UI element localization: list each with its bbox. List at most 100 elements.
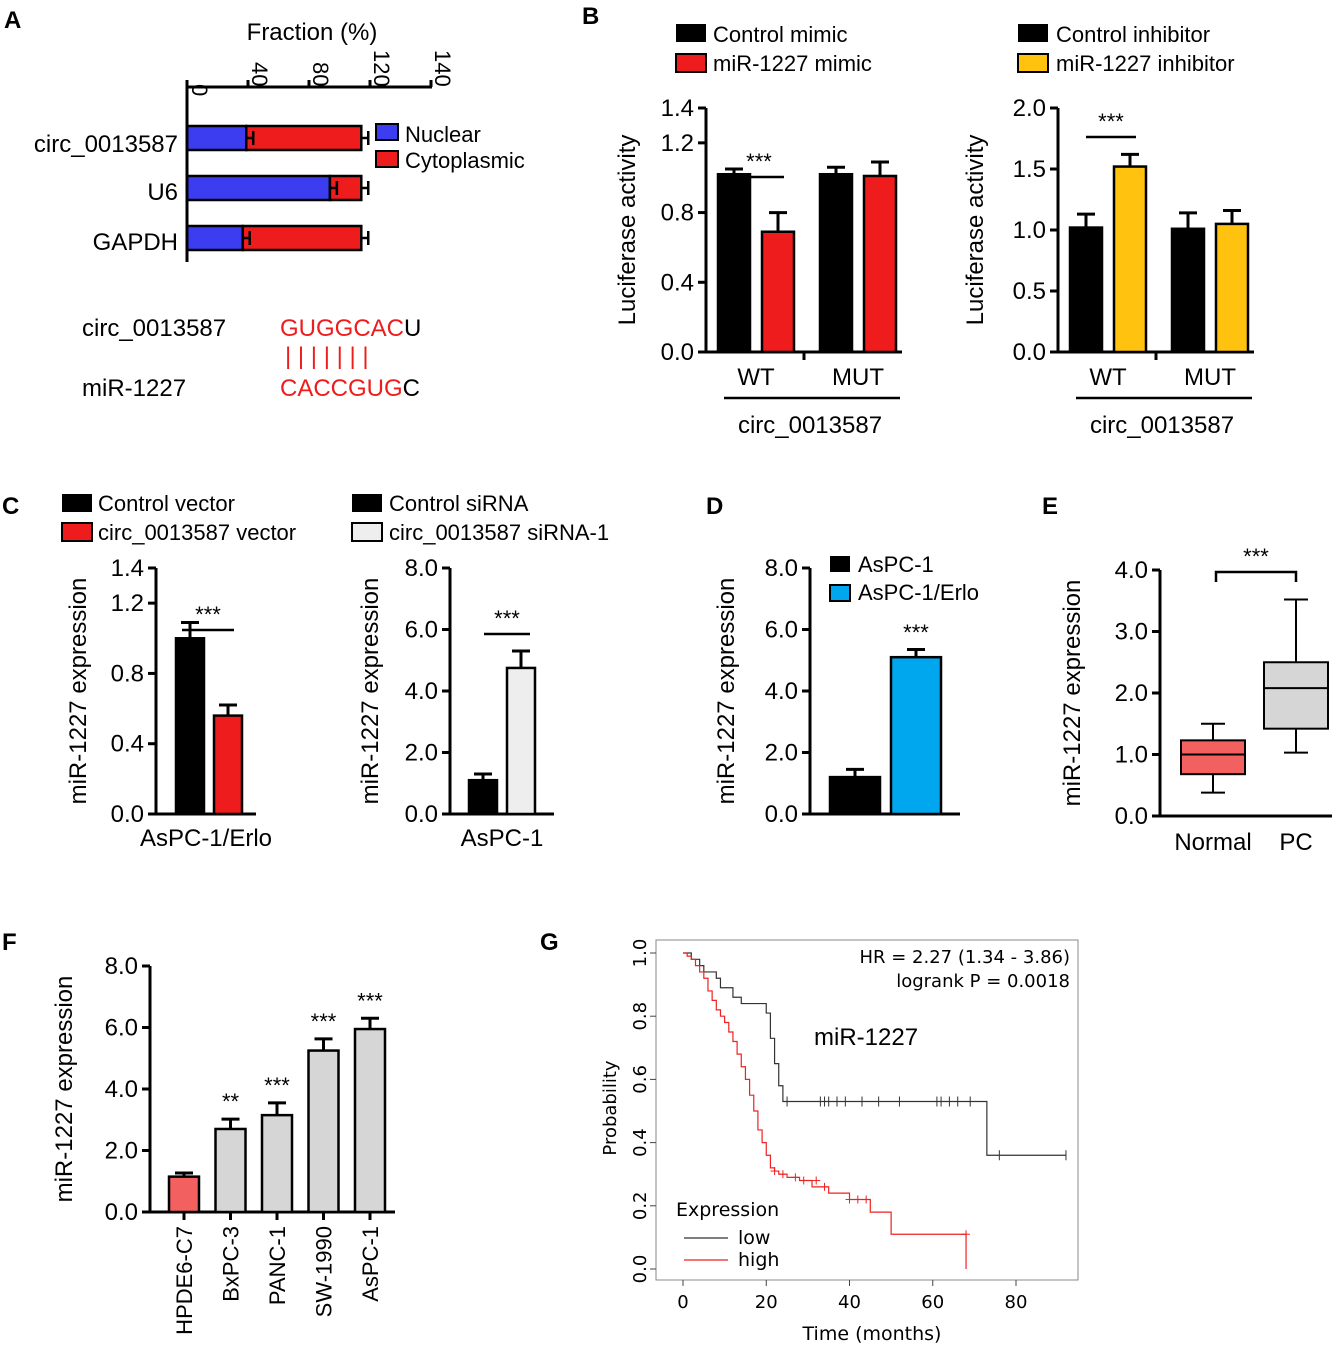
b-right-sig-label: *** — [1098, 109, 1124, 134]
panel-a-legend-nuclear: Nuclear — [405, 122, 481, 147]
panel-letter-f: F — [2, 929, 17, 956]
g-plot-frame — [655, 939, 1079, 1281]
b-left-cat-mut: MUT — [832, 364, 884, 391]
g-xtick-label-3: 60 — [921, 1292, 944, 1313]
b-legend-control-inhibitor: Control inhibitor — [1056, 22, 1210, 47]
panel-letter-c: C — [2, 493, 19, 520]
a-bar-nuclear-0 — [185, 124, 248, 152]
panel-c-legend: Control vector circ_0013587 vector Contr… — [61, 491, 609, 545]
c-right-ytick-label-1: 2.0 — [405, 740, 438, 767]
a-bar-cytoplasmic-0 — [245, 124, 363, 152]
d-legend-swatch-aspc1-erlo — [829, 584, 851, 602]
b-right-bar-mut-1 — [1214, 222, 1250, 354]
f-sig-3: *** — [311, 1009, 337, 1034]
panel-a-tick-140: 140 — [430, 50, 455, 87]
b-left-ytick-label-3: 1.2 — [661, 130, 694, 157]
g-logrank-text: logrank P = 0.0018 — [896, 971, 1070, 992]
b-legend-swatch-mir-inhibitor — [1017, 53, 1049, 73]
g-ylabel: Probability — [600, 1060, 621, 1155]
c-legend-control-vector: Control vector — [98, 491, 235, 516]
c-legend-swatch-circ-sirna — [351, 522, 383, 542]
panel-letter-g: G — [540, 929, 559, 956]
panel-a-xlabel: Fraction (%) — [247, 19, 378, 46]
panel-g-chart: HR = 2.27 (1.34 - 3.86) logrank P = 0.00… — [600, 939, 1079, 1345]
panel-letter-e: E — [1042, 493, 1058, 520]
c-right-ytick-label-0: 0.0 — [405, 801, 438, 828]
panel-b-right-chart: 0.0 0.5 1.0 1.5 2.0 Luciferase activity WT MUT c… — [962, 95, 1254, 439]
panel-letter-a: A — [4, 7, 21, 34]
panel-a-bars — [185, 124, 370, 252]
seq-mir-match: CACCGUG — [280, 375, 403, 402]
c-legend-circ-vector: circ_0013587 vector — [98, 520, 296, 545]
panel-e-chart: 0.0 1.0 2.0 3.0 4.0 miR-1227 expression Normal… — [1059, 544, 1332, 856]
f-bar-2 — [260, 1113, 294, 1214]
b-right-group-label: circ_0013587 — [1090, 412, 1234, 439]
b-left-ytick-label-0: 0.0 — [661, 339, 694, 366]
g-curve-high — [683, 952, 967, 1269]
c-right-sig-label: *** — [494, 606, 520, 631]
a-bar-cytoplasmic-2 — [241, 224, 363, 252]
b-right-ytick-label-1: 0.5 — [1013, 278, 1046, 305]
b-legend-control-mimic: Control mimic — [713, 22, 847, 47]
e-box-1 — [1263, 661, 1329, 730]
b-left-bar-wt-0 — [716, 172, 752, 354]
panel-a-axis-ticks — [185, 80, 433, 87]
e-ylabel: miR-1227 expression — [1059, 580, 1086, 807]
panel-c-right-chart: 0.0 2.0 4.0 6.0 8.0 miR-1227 expression AsPC-1… — [357, 555, 554, 852]
d-ylabel: miR-1227 expression — [713, 578, 740, 805]
b-left-cat-wt: WT — [737, 364, 775, 391]
e-ytick-label-1: 1.0 — [1115, 742, 1148, 769]
f-bar-4 — [353, 1027, 387, 1214]
c-left-bar-1 — [212, 714, 244, 816]
f-ytick-label-1: 2.0 — [105, 1138, 138, 1165]
g-xtick-label-1: 20 — [755, 1292, 778, 1313]
b-left-bar-mut-0 — [818, 172, 854, 354]
f-ytick-label-3: 6.0 — [105, 1015, 138, 1042]
b-right-cat-wt: WT — [1089, 364, 1127, 391]
b-left-ytick-label-1: 0.4 — [661, 269, 694, 296]
f-sig-4: *** — [357, 988, 383, 1013]
f-ytick-label-4: 8.0 — [105, 953, 138, 980]
f-bar-3 — [307, 1049, 340, 1214]
panel-f-chart: 0.0 2.0 4.0 6.0 8.0 miR-1227 expression HPDE6-… — [51, 953, 395, 1335]
c-left-ylabel: miR-1227 expression — [65, 578, 92, 805]
panel-c-left-chart: 0.0 0.4 0.8 1.2 1.4 miR-1227 expression AsPC-1… — [65, 555, 272, 852]
seq-circ: GUGGCACU — [280, 315, 421, 342]
f-sig-2: *** — [264, 1073, 290, 1098]
panel-a-legend-cytoplasmic: Cytoplasmic — [405, 148, 525, 173]
b-legend-swatch-mir-mimic — [675, 53, 707, 73]
b-right-ytick-label-2: 1.0 — [1013, 217, 1046, 244]
seq-label-circ: circ_0013587 — [82, 315, 226, 342]
panel-a-legend-swatch-nuclear — [375, 123, 399, 141]
c-left-bar-0 — [174, 637, 206, 816]
g-hr-text: HR = 2.27 (1.34 - 3.86) — [859, 947, 1070, 968]
c-legend-swatch-control-vector — [62, 494, 92, 512]
g-ytick-label-5: 1.0 — [630, 939, 651, 968]
d-bar-1 — [889, 655, 943, 816]
b-left-ytick-label-4: 1.4 — [661, 95, 694, 122]
a-bar-nuclear-2 — [185, 224, 245, 252]
seq-mir: CACCGUGC — [280, 375, 420, 402]
b-right-ytick-label-3: 1.5 — [1013, 156, 1046, 183]
c-right-ytick-label-2: 4.0 — [405, 678, 438, 705]
d-ytick-label-1: 2.0 — [765, 740, 798, 767]
d-ytick-label-2: 4.0 — [765, 678, 798, 705]
f-ytick-label-0: 0.0 — [105, 1199, 138, 1226]
b-legend-swatch-control-mimic — [676, 24, 706, 42]
panel-d-chart: 0.0 2.0 4.0 6.0 8.0 miR-1227 expression *** — [713, 555, 960, 828]
c-left-ytick-label-0: 0.0 — [111, 801, 144, 828]
c-left-ytick-label-2: 0.8 — [111, 660, 144, 687]
seq-circ-end: U — [404, 315, 421, 342]
c-left-ytick-label-4: 1.4 — [111, 555, 144, 582]
g-xtick-label-0: 0 — [677, 1292, 688, 1313]
panel-a-cat-1: U6 — [147, 179, 178, 206]
e-cat-1: PC — [1279, 829, 1312, 856]
f-cat-3: SW-1990 — [312, 1226, 337, 1317]
panel-b-legend: Control mimic miR-1227 mimic Control inh… — [675, 22, 1235, 76]
e-ytick-label-3: 3.0 — [1115, 619, 1148, 646]
panel-a-tick-40: 40 — [247, 62, 272, 86]
g-legend-low: low — [738, 1227, 770, 1249]
c-right-xlabel: AsPC-1 — [461, 825, 544, 852]
e-sig-bracket — [1214, 570, 1298, 582]
d-legend-swatch-aspc1 — [830, 556, 850, 572]
